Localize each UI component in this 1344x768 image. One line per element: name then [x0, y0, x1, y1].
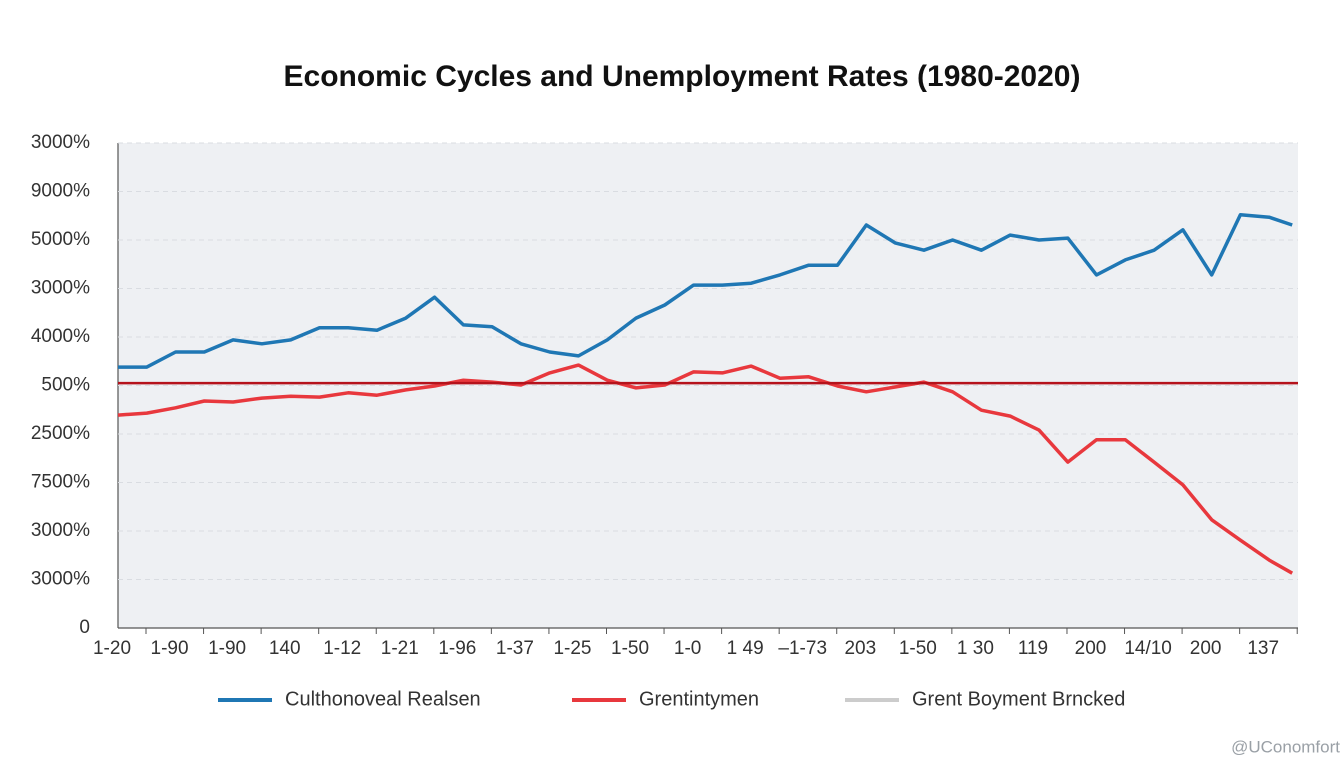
x-tick-label: 1-20 — [93, 638, 131, 659]
x-tick-label: 1-21 — [381, 638, 419, 659]
x-tick-label: 1 30 — [957, 638, 994, 659]
y-tick-label: 3000% — [31, 132, 90, 153]
y-tick-label: 7500% — [31, 472, 90, 493]
chart-title: Economic Cycles and Unemployment Rates (… — [284, 60, 1081, 93]
x-tick-label: 1-90 — [208, 638, 246, 659]
series-line — [118, 213, 1293, 369]
x-tick-label: –1-73 — [778, 638, 827, 659]
y-tick-label: 3000% — [31, 569, 90, 590]
x-tick-label: 200 — [1075, 638, 1107, 659]
x-tick-label: 1-90 — [151, 638, 189, 659]
x-tick-label: 119 — [1018, 638, 1048, 659]
legend-label: Grent Boyment Brncked — [912, 688, 1125, 710]
x-tick-label: 200 — [1190, 638, 1222, 659]
y-tick-label: 500% — [41, 375, 90, 396]
y-tick-label: 3000% — [31, 278, 90, 299]
y-tick-label: 0 — [79, 617, 90, 638]
x-tick-label: 1-50 — [611, 638, 649, 659]
y-tick-label: 5000% — [31, 229, 90, 250]
y-tick-label: 9000% — [31, 181, 90, 202]
x-tick-label: 14/10 — [1124, 638, 1172, 659]
legend-label: Grentintymen — [639, 688, 759, 710]
x-tick-label: 1 49 — [727, 638, 764, 659]
x-tick-label: 1-50 — [899, 638, 937, 659]
x-tick-label: 1-0 — [674, 638, 701, 659]
x-tick-label: 1-37 — [496, 638, 534, 659]
series-line — [117, 363, 1294, 575]
legend-label: Culthonoveal Realsen — [285, 688, 481, 710]
x-tick-label: 137 — [1247, 638, 1279, 659]
watermark: @UConomfort — [1231, 737, 1340, 756]
x-tick-label: 140 — [269, 638, 301, 659]
x-tick-label: 1-96 — [438, 638, 476, 659]
x-tick-label: 1-12 — [323, 638, 361, 659]
y-tick-label: 2500% — [31, 423, 90, 444]
y-tick-label: 4000% — [31, 326, 90, 347]
x-tick-label: 1-25 — [553, 638, 591, 659]
x-tick-label: 203 — [844, 638, 876, 659]
y-tick-label: 3000% — [31, 520, 90, 541]
